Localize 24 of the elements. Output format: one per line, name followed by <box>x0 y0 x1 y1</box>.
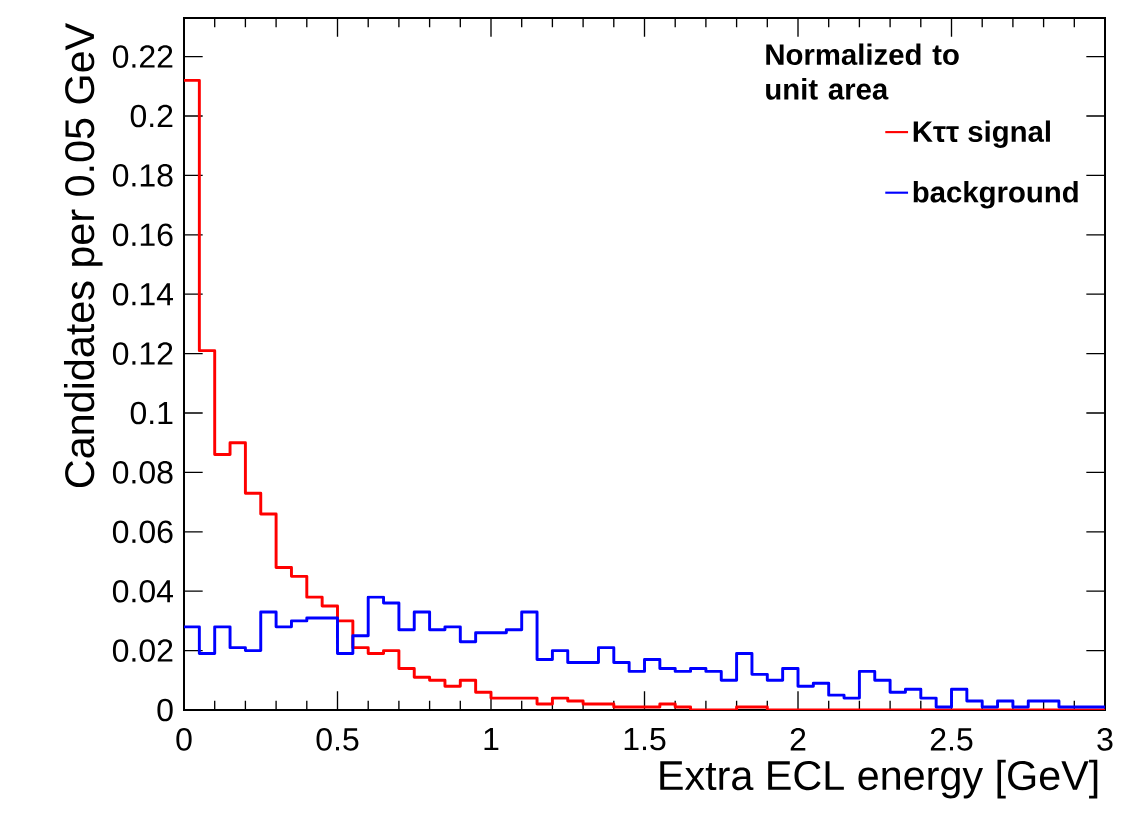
y-tick-label: 0.22 <box>112 45 173 68</box>
x-tick-label: 1 <box>484 728 499 751</box>
y-tick-label: 0.04 <box>112 579 174 603</box>
x-tick-label: 1.5 <box>624 728 666 751</box>
y-tick-label: 0.18 <box>112 164 173 187</box>
y-tick-label: 0 <box>157 698 173 722</box>
x-tick-label: 0 <box>176 728 192 751</box>
legend-label: background <box>913 181 1078 209</box>
x-tick-label: 3 <box>1097 728 1113 751</box>
y-tick-label: 0.02 <box>112 639 173 662</box>
y-tick-label: 0.06 <box>112 520 173 544</box>
y-axis-title: Candidates per 0.05 GeV <box>63 22 103 488</box>
y-tick-label: 0.1 <box>130 401 173 425</box>
legend-label: Kττ signal <box>913 120 1050 148</box>
legend-title: Normalized to unit area <box>766 43 959 100</box>
y-tick-label: 0.14 <box>112 282 174 306</box>
x-tick-label: 2.5 <box>930 728 973 751</box>
y-tick-label: 0.16 <box>112 223 173 247</box>
x-tick-label: 0.5 <box>316 728 359 751</box>
y-tick-label: 0.08 <box>112 461 173 484</box>
x-axis-title: Extra ECL energy [GeV] <box>660 759 1098 799</box>
y-tick-label: 0.2 <box>130 104 173 128</box>
y-tick-label: 0.12 <box>112 342 173 365</box>
x-tick-label: 2 <box>790 728 806 751</box>
